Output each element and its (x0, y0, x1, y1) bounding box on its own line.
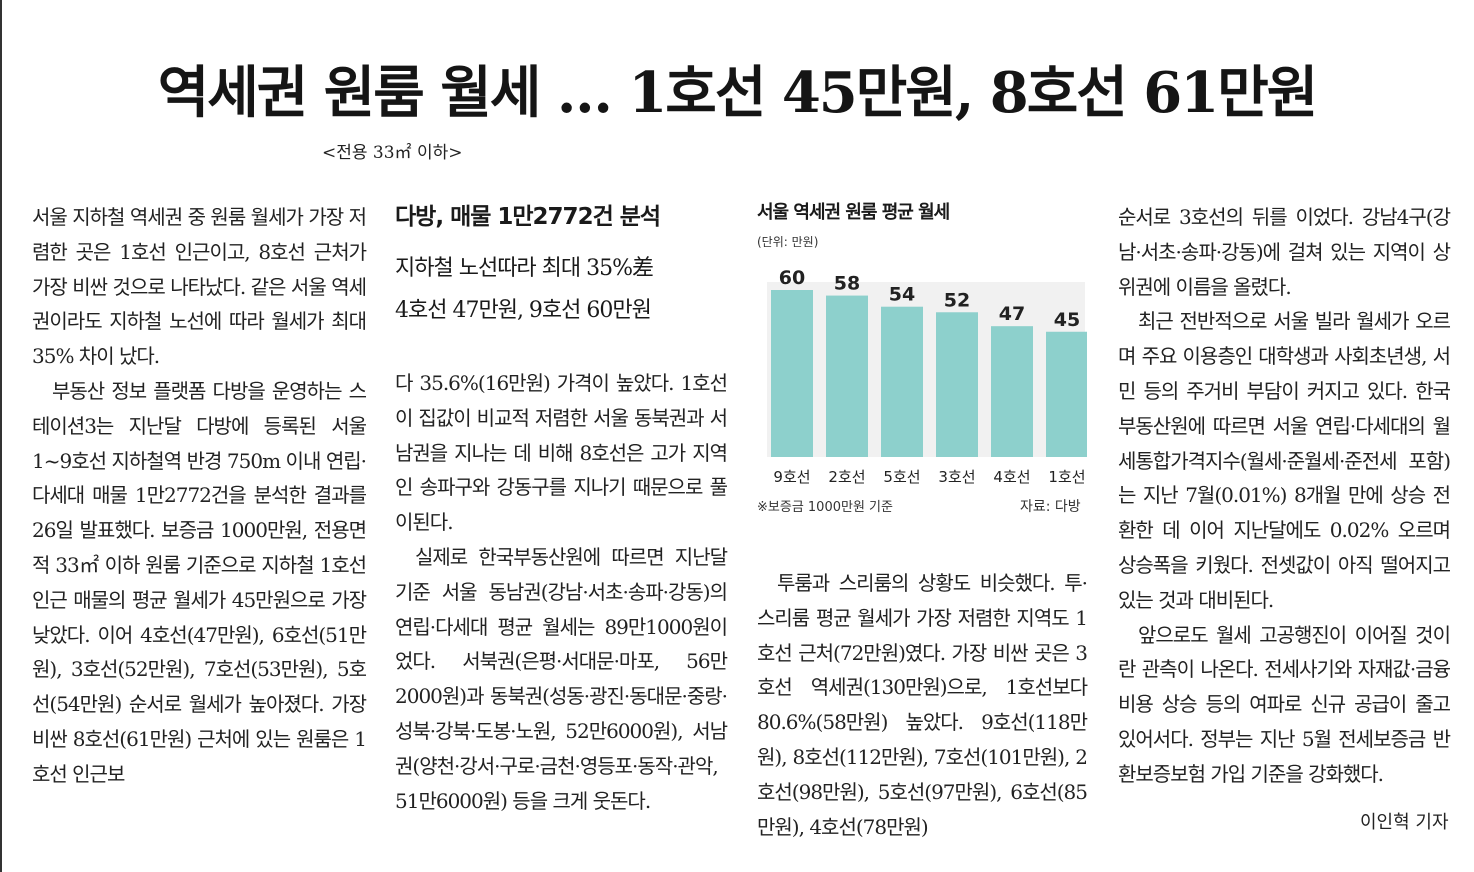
paragraph: 투룸과 스리룸의 상황도 비슷했다. 투·스리룸 평균 월세가 가장 저렴한 지… (757, 571, 1088, 839)
paragraph: 앞으로도 월세 고공행진이 이어질 것이란 관측이 나온다. 전세사기와 자재값… (1118, 622, 1451, 786)
paragraph: 부동산 정보 플랫폼 다방을 운영하는 스테이션3는 지난달 다방에 등록된 서… (32, 378, 367, 786)
category-label: 1호선 (1048, 468, 1085, 486)
data-label: 45 (1054, 309, 1080, 331)
data-label: 60 (779, 267, 805, 289)
data-label: 52 (944, 289, 970, 311)
category-label: 2호선 (828, 468, 865, 486)
paragraph: 서울 지하철 역세권 중 원룸 월세가 가장 저렴한 곳은 1호선 인근이고, … (32, 205, 367, 369)
chart-note: ※보증금 1000만원 기준 (757, 500, 893, 515)
paragraph: 다 35.6%(16만원) 가격이 높았다. 1호선이 집값이 비교적 저렴한 … (395, 371, 728, 535)
data-label: 58 (834, 273, 860, 295)
category-label: 5호선 (883, 468, 920, 486)
article-column-3: 투룸과 스리룸의 상황도 비슷했다. 투·스리룸 평균 월세가 가장 저렴한 지… (757, 566, 1088, 844)
byline: 이인혁 기자 (1360, 812, 1449, 833)
paragraph: 최근 전반적으로 서울 빌라 월세가 오르며 주요 이용층인 대학생과 사회초년… (1118, 309, 1451, 612)
chart-title: 서울 역세권 원룸 평균 월세 (757, 202, 950, 223)
subheadline: <전용 33㎡ 이하> (322, 143, 463, 163)
article-column-2: 다 35.6%(16만원) 가격이 높았다. 1호선이 집값이 비교적 저렴한 … (395, 366, 728, 818)
category-label: 9호선 (773, 468, 810, 486)
paragraph: 순서로 3호선의 뒤를 이었다. 강남4구(강남·서초·송파·강동)에 걸쳐 있… (1118, 205, 1451, 299)
kicker-line: 지하철 노선따라 최대 35%差 (395, 256, 654, 281)
kicker-title: 다방, 매물 1만2772건 분석 (395, 204, 661, 230)
chart-background (767, 282, 1085, 457)
kicker-line: 4호선 47만원, 9호선 60만원 (395, 298, 652, 323)
bar (881, 306, 923, 457)
chart-source: 자료: 다방 (1020, 499, 1081, 515)
category-label: 3호선 (938, 468, 975, 486)
data-label: 47 (999, 303, 1025, 325)
data-label: 54 (889, 284, 915, 306)
bar (826, 295, 868, 457)
article-column-1: 서울 지하철 역세권 중 원룸 월세가 가장 저렴한 곳은 1호선 인근이고, … (32, 200, 367, 792)
headline: 역세권 원룸 월세 … 1호선 45만원, 8호선 61만원 (157, 60, 1319, 126)
category-label: 4호선 (993, 468, 1030, 486)
article-column-4: 순서로 3호선의 뒤를 이었다. 강남4구(강남·서초·송파·강동)에 걸쳐 있… (1118, 200, 1451, 792)
bar (1046, 331, 1087, 457)
bar (936, 312, 978, 457)
paragraph: 실제로 한국부동산원에 따르면 지난달 기준 서울 동남권(강남·서초·송파·강… (395, 544, 728, 813)
bar-chart: 60 9호선 58 2호선 54 5호선 52 3호선 47 4호선 45 1호선 (767, 267, 1087, 486)
bar (991, 326, 1033, 457)
bar (771, 290, 813, 457)
chart-unit-label: (단위: 만원) (757, 235, 819, 249)
kicker-subtitle: 지하철 노선따라 최대 35%差 4호선 47만원, 9호선 60만원 (395, 248, 654, 332)
